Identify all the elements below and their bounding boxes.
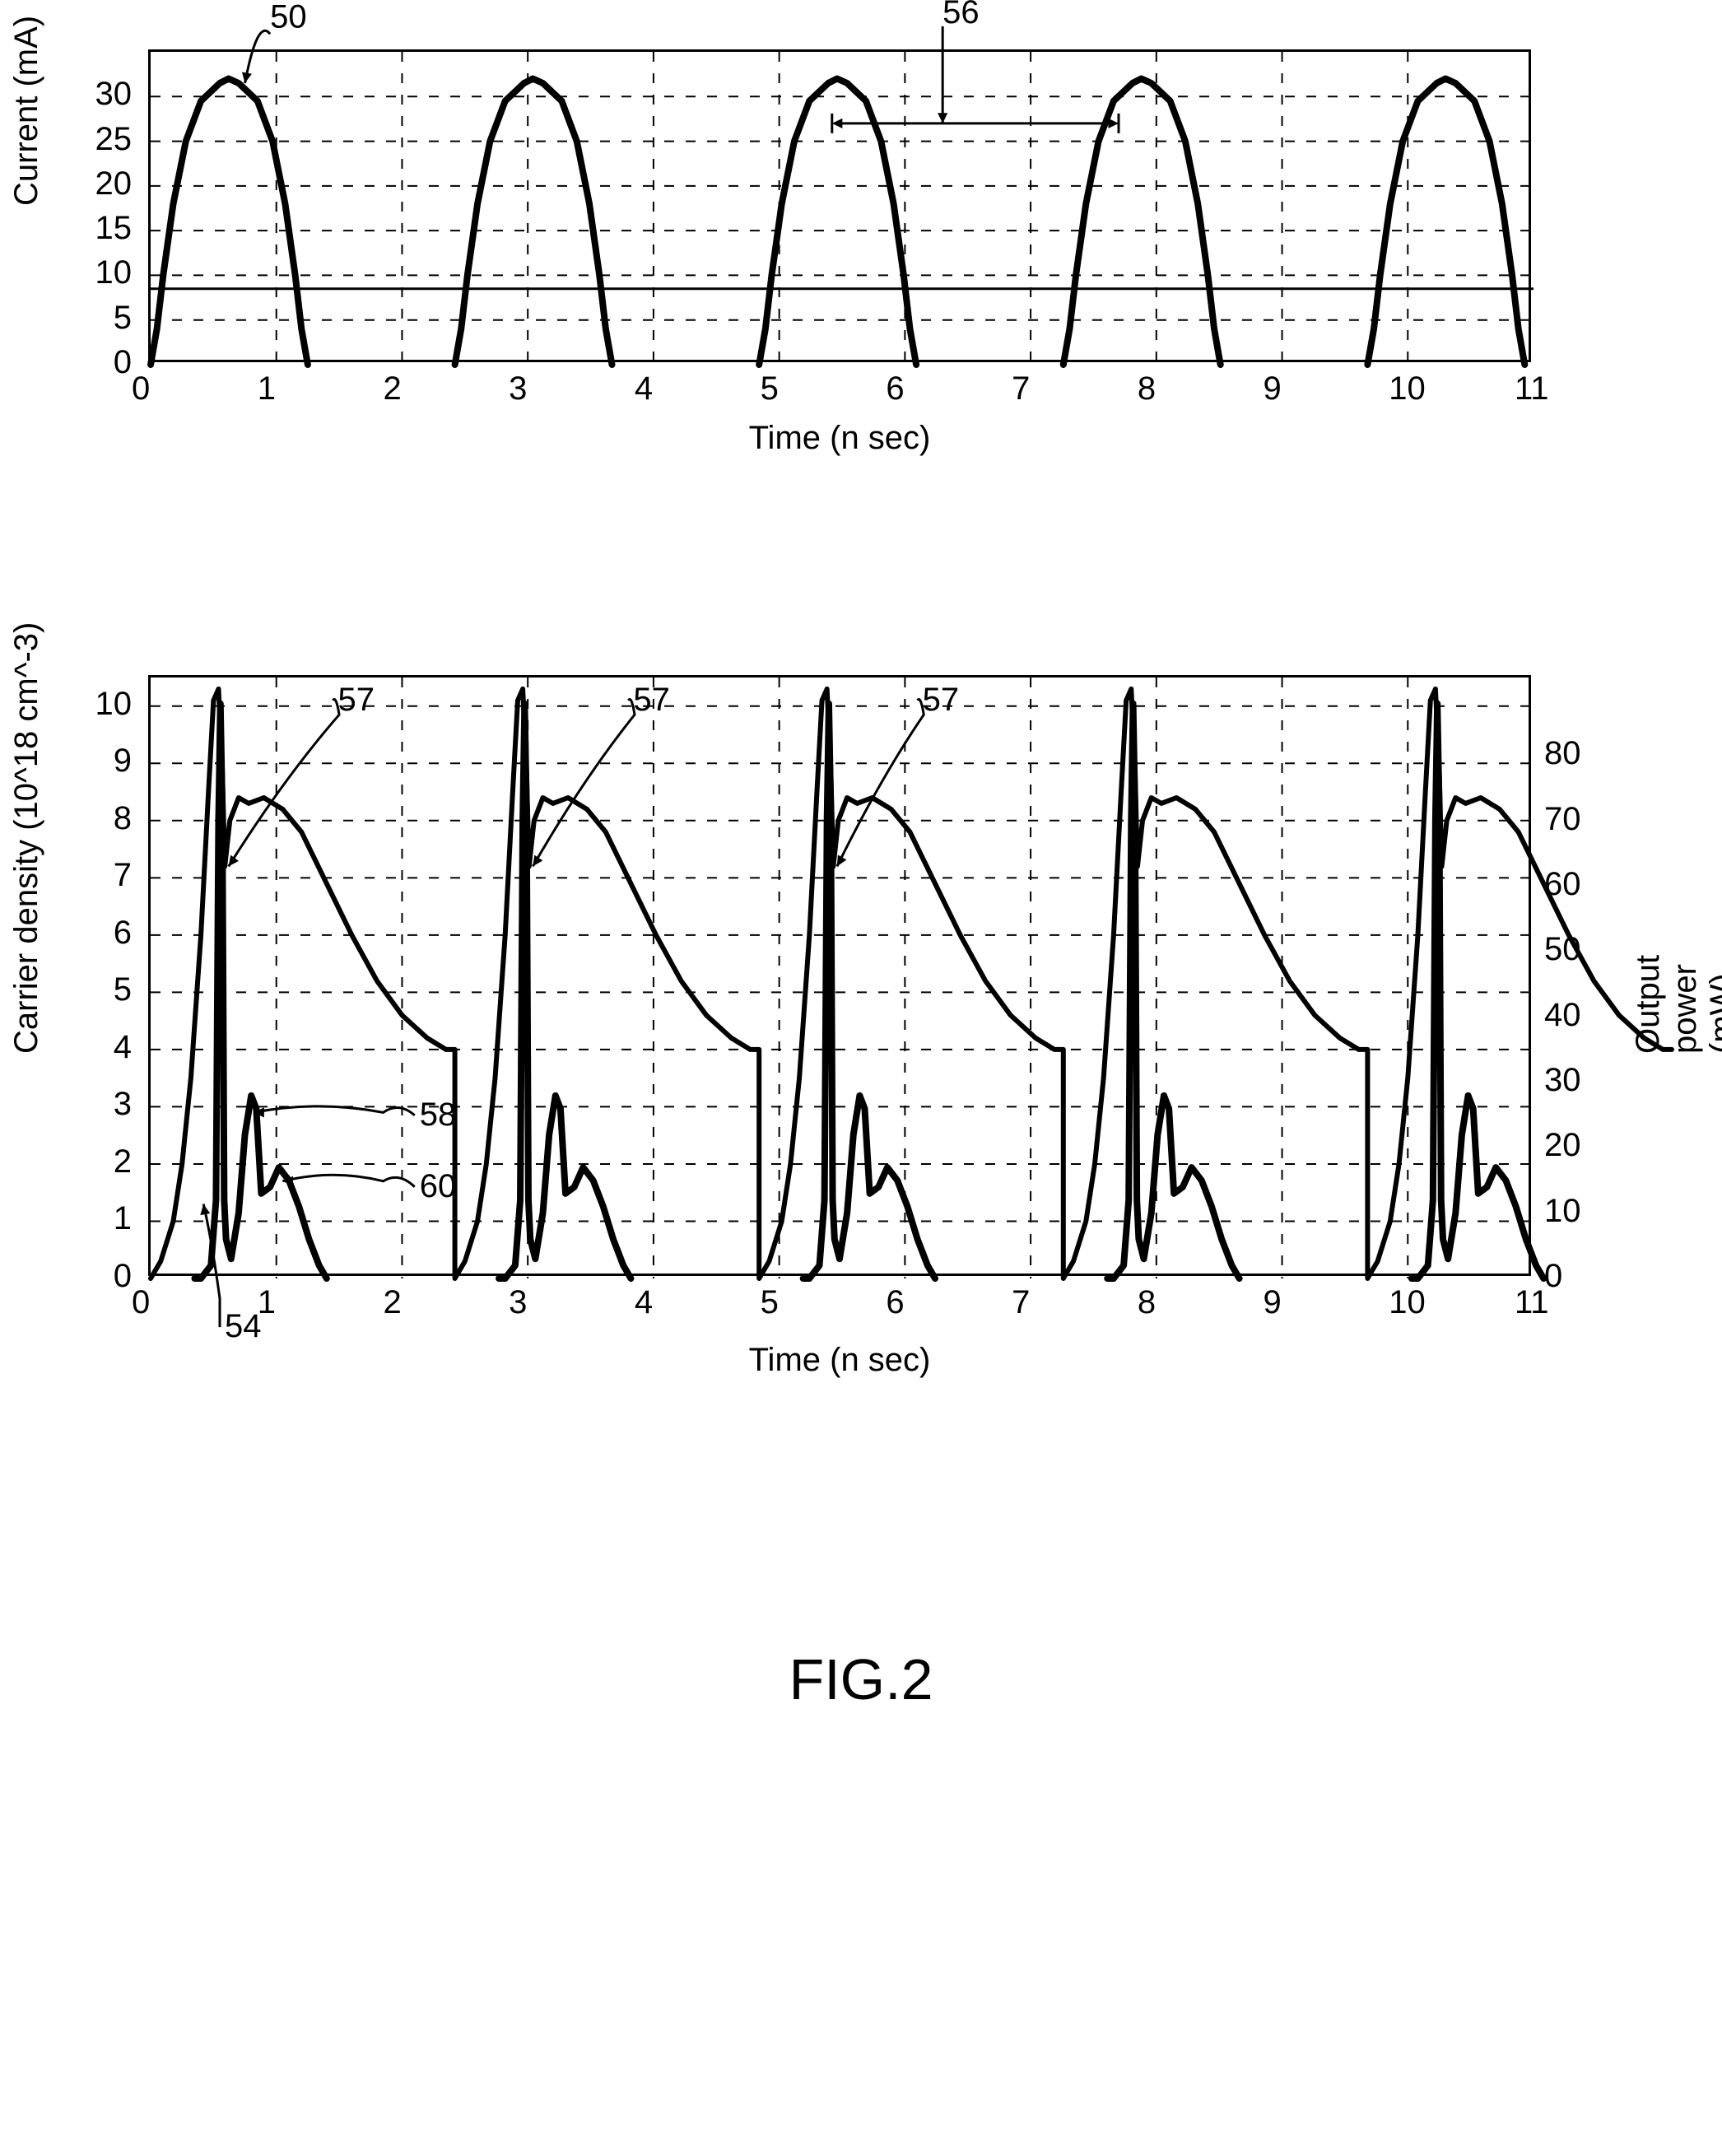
svg-text:57: 57 xyxy=(633,682,670,718)
x-tick: 1 xyxy=(258,1284,276,1321)
x-tick: 8 xyxy=(1138,370,1156,407)
x-axis-label: Time (n sec) xyxy=(148,420,1531,457)
x-tick: 7 xyxy=(1012,370,1030,407)
y-tick-right: 80 xyxy=(1544,735,1581,772)
x-tick: 6 xyxy=(886,370,904,407)
carrier-power-vs-time-chart: Carrier density (10^18 cm^-3) 5757575860… xyxy=(33,675,1689,1482)
x-tick-container: 01234567891011 xyxy=(148,1284,1531,1325)
x-tick: 10 xyxy=(1389,1284,1426,1321)
x-tick: 3 xyxy=(509,370,527,407)
y-tick-right: 40 xyxy=(1544,997,1581,1034)
x-tick: 2 xyxy=(383,370,401,407)
current-vs-time-chart: Current (mA) 5056 01234567891011 0510152… xyxy=(33,49,1689,510)
y-tick: 15 xyxy=(33,210,132,247)
y-tick: 25 xyxy=(33,121,132,158)
y-tick-left: 8 xyxy=(33,800,132,837)
y-tick-right: 50 xyxy=(1544,931,1581,968)
y-tick: 5 xyxy=(33,300,132,337)
y-tick-right-container: 01020304050607080 xyxy=(1539,675,1655,1276)
svg-text:60: 60 xyxy=(420,1168,457,1204)
figure-label: FIG.2 xyxy=(33,1646,1689,1712)
plot-area: 575757586054 xyxy=(148,675,1531,1276)
y-tick-container: 051015202530 xyxy=(33,49,140,362)
x-tick: 2 xyxy=(383,1284,401,1321)
x-tick: 0 xyxy=(132,1284,150,1321)
svg-text:56: 56 xyxy=(942,0,980,30)
x-tick: 11 xyxy=(1515,370,1549,407)
y-tick-left: 1 xyxy=(33,1200,132,1237)
x-tick: 6 xyxy=(886,1284,904,1321)
y-tick-left: 3 xyxy=(33,1086,132,1123)
plot-area: 5056 xyxy=(148,49,1531,362)
svg-text:57: 57 xyxy=(337,682,375,718)
y-tick-left-container: 012345678910 xyxy=(33,675,140,1276)
y-tick: 30 xyxy=(33,76,132,113)
svg-text:57: 57 xyxy=(923,682,960,718)
x-tick: 7 xyxy=(1012,1284,1030,1321)
x-tick: 5 xyxy=(761,1284,779,1321)
svg-text:50: 50 xyxy=(270,0,307,35)
svg-text:58: 58 xyxy=(420,1097,457,1133)
y-tick: 0 xyxy=(33,344,132,381)
y-tick-right: 20 xyxy=(1544,1127,1581,1164)
y-tick-right: 10 xyxy=(1544,1193,1581,1230)
y-tick-right: 30 xyxy=(1544,1062,1581,1099)
x-tick: 9 xyxy=(1264,1284,1282,1321)
y-tick-left: 5 xyxy=(33,971,132,1008)
y-tick-left: 9 xyxy=(33,743,132,780)
y-tick-right: 60 xyxy=(1544,866,1581,903)
x-tick: 5 xyxy=(761,370,779,407)
y-tick-left: 10 xyxy=(33,686,132,723)
y-tick-right: 0 xyxy=(1544,1258,1562,1295)
y-tick-left: 6 xyxy=(33,915,132,952)
x-tick: 9 xyxy=(1264,370,1282,407)
x-tick: 1 xyxy=(258,370,276,407)
plot-svg: 5056 xyxy=(151,52,1534,365)
x-tick: 4 xyxy=(635,1284,653,1321)
y-tick: 20 xyxy=(33,165,132,203)
x-tick: 10 xyxy=(1389,370,1426,407)
figure-container: Current (mA) 5056 01234567891011 0510152… xyxy=(33,49,1689,1712)
x-tick: 3 xyxy=(509,1284,527,1321)
y-tick: 10 xyxy=(33,254,132,291)
x-axis-label: Time (n sec) xyxy=(148,1342,1531,1379)
x-tick-container: 01234567891011 xyxy=(148,370,1531,412)
x-tick: 4 xyxy=(635,370,653,407)
y-tick-left: 7 xyxy=(33,857,132,894)
y-tick-left: 2 xyxy=(33,1143,132,1180)
x-tick: 0 xyxy=(132,370,150,407)
y-tick-left: 0 xyxy=(33,1258,132,1295)
y-tick-right: 70 xyxy=(1544,801,1581,838)
y-tick-left: 4 xyxy=(33,1029,132,1066)
x-tick: 8 xyxy=(1138,1284,1156,1321)
plot-svg: 575757586054 xyxy=(151,678,1534,1278)
